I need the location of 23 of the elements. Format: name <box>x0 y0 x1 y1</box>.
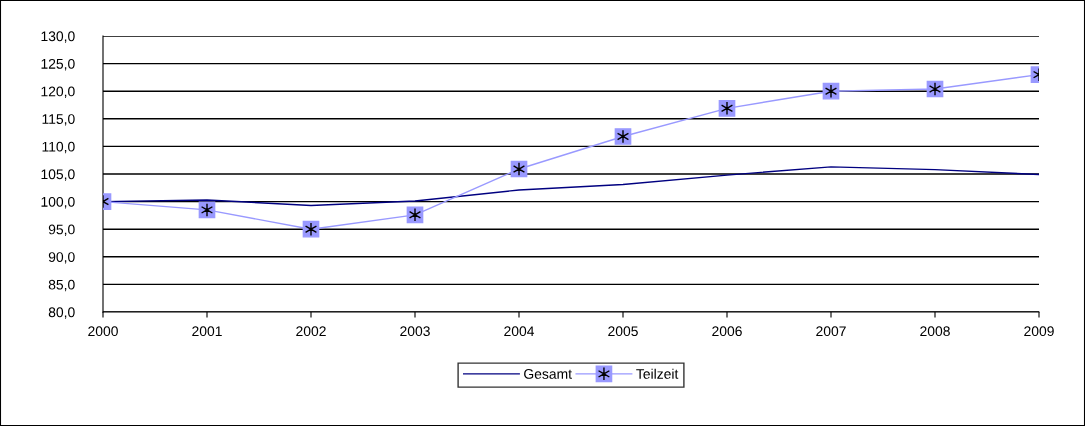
y-tick-label: 95,0 <box>48 224 75 237</box>
y-tick-label: 120,0 <box>41 86 75 99</box>
y-tick-label: 115,0 <box>42 114 75 126</box>
y-tick-label: 110,0 <box>42 141 75 154</box>
y-tick-label: 100,0 <box>41 196 75 209</box>
x-tick-label: 2009 <box>1024 326 1054 337</box>
legend-label: Gesamt <box>524 369 572 379</box>
y-tick-label: 85,0 <box>48 279 75 292</box>
x-tick-label: 2000 <box>88 326 118 337</box>
y-tick-label: 130,0 <box>41 31 75 43</box>
x-tick-label: 2006 <box>712 326 742 337</box>
y-tick-label: 105,0 <box>41 169 75 181</box>
x-tick-label: 2002 <box>296 326 326 337</box>
y-tick-label: 80,0 <box>48 307 75 319</box>
x-tick-label: 2005 <box>608 326 638 337</box>
y-tick-label: 90,0 <box>48 252 75 264</box>
x-tick-label: 2003 <box>400 326 430 337</box>
x-tick-label: 2001 <box>192 326 222 337</box>
x-tick-label: 2007 <box>816 326 846 337</box>
x-tick-label: 2004 <box>504 326 535 337</box>
x-tick-label: 2008 <box>920 326 950 337</box>
y-tick-label: 125,0 <box>41 58 75 71</box>
legend-label: Teilzeit <box>636 368 679 379</box>
